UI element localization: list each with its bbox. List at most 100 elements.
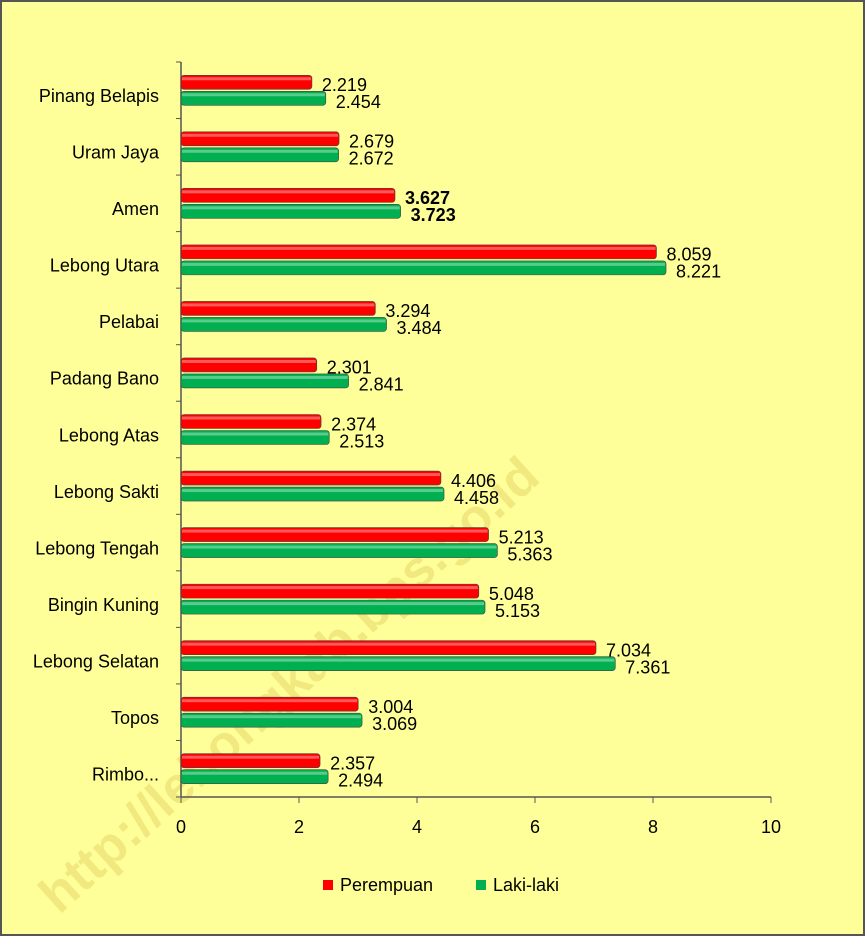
bar-highlight <box>182 529 488 533</box>
x-tick-label: 8 <box>648 817 658 837</box>
x-tick-label: 6 <box>530 817 540 837</box>
y-tick-label: Lebong Utara <box>50 256 160 276</box>
data-label: 2.672 <box>349 149 394 169</box>
data-label: 7.361 <box>625 657 670 677</box>
legend-swatch <box>323 880 333 890</box>
bar <box>180 696 359 712</box>
bar <box>180 301 376 316</box>
bar-highlight <box>182 771 328 775</box>
bar <box>180 244 657 260</box>
data-label: 2.513 <box>339 431 384 451</box>
y-tick-label: Pinang Belapis <box>39 86 159 106</box>
data-label: 3.484 <box>397 318 442 338</box>
data-label: 2.301 <box>327 358 372 378</box>
bar-highlight <box>182 77 311 81</box>
bar <box>180 753 321 769</box>
bar-highlight <box>182 432 329 436</box>
bar <box>180 527 489 542</box>
bar-highlight <box>182 303 375 307</box>
y-tick-label: Rimbo... <box>92 764 159 784</box>
bar <box>180 373 349 389</box>
legend-swatch <box>476 880 486 890</box>
y-tick-label: Pelabai <box>99 312 159 332</box>
bar-highlight <box>182 602 485 606</box>
x-tick-label: 4 <box>412 817 422 837</box>
y-tick-label: Lebong Tengah <box>35 538 159 558</box>
bar <box>180 640 597 655</box>
bar-highlight <box>182 658 615 662</box>
data-label: 5.213 <box>499 527 544 547</box>
y-tick-label: Lebong Selatan <box>33 651 159 671</box>
bar <box>180 74 313 90</box>
data-label: 4.406 <box>451 471 496 491</box>
bar <box>180 769 329 785</box>
bar <box>180 188 396 203</box>
bar-highlight <box>182 246 656 250</box>
bar-highlight <box>182 755 320 759</box>
bar-highlight <box>182 642 596 646</box>
y-tick-label: Amen <box>112 199 159 219</box>
bar <box>180 543 498 558</box>
x-tick-label: 2 <box>294 817 304 837</box>
bar <box>180 147 339 163</box>
x-tick-label: 0 <box>176 817 186 837</box>
bar-highlight <box>182 586 478 590</box>
bar <box>180 599 486 615</box>
data-label: 2.219 <box>322 75 367 95</box>
bar <box>180 470 442 486</box>
data-label: 2.679 <box>349 132 394 152</box>
bar-highlight <box>182 319 386 323</box>
y-tick-label: Bingin Kuning <box>48 595 159 615</box>
bar-highlight <box>182 375 348 379</box>
data-label: 3.294 <box>385 301 430 321</box>
data-label: 2.841 <box>359 375 404 395</box>
bar-highlight <box>182 489 444 493</box>
bar <box>180 131 340 147</box>
y-tick-label: Uram Jaya <box>72 143 160 163</box>
legend-label: Perempuan <box>340 875 433 895</box>
y-tick-label: Lebong Sakti <box>54 482 159 502</box>
bar-highlight <box>182 149 338 153</box>
bar-highlight <box>182 473 440 477</box>
bar-highlight <box>182 262 666 266</box>
data-label: 2.374 <box>331 414 376 434</box>
bar-highlight <box>182 93 325 97</box>
bar-highlight <box>182 206 400 210</box>
bar <box>180 260 667 276</box>
data-label: 3.004 <box>368 697 413 717</box>
data-label: 2.494 <box>338 770 383 790</box>
y-tick-label: Lebong Atas <box>59 425 159 445</box>
bar-highlight <box>182 699 358 703</box>
data-label: 3.069 <box>372 714 417 734</box>
data-label: 5.048 <box>489 584 534 604</box>
bar <box>180 90 327 106</box>
y-tick-label: Padang Bano <box>50 369 159 389</box>
bar <box>180 583 480 599</box>
bar <box>180 357 318 373</box>
bar <box>180 486 445 502</box>
bar <box>180 712 363 728</box>
data-label: 3.627 <box>405 188 450 208</box>
data-label: 2.357 <box>330 753 375 773</box>
bar-highlight <box>182 545 497 549</box>
bar-highlight <box>182 190 394 194</box>
bar <box>180 430 330 445</box>
data-label: 8.059 <box>666 245 711 265</box>
bar <box>180 414 322 429</box>
data-label: 8.221 <box>676 262 721 282</box>
bar-highlight <box>182 133 339 137</box>
bar-highlight <box>182 715 362 719</box>
bar-highlight <box>182 359 316 363</box>
data-label: 2.454 <box>336 92 381 112</box>
y-tick-label: Topos <box>111 708 159 728</box>
data-label: 7.034 <box>606 640 651 660</box>
data-label: 4.458 <box>454 488 499 508</box>
data-label: 5.363 <box>507 544 552 564</box>
bar <box>180 656 616 671</box>
legend-label: Laki-laki <box>493 875 559 895</box>
bar <box>180 204 401 219</box>
bar <box>180 317 387 332</box>
x-tick-label: 10 <box>761 817 781 837</box>
